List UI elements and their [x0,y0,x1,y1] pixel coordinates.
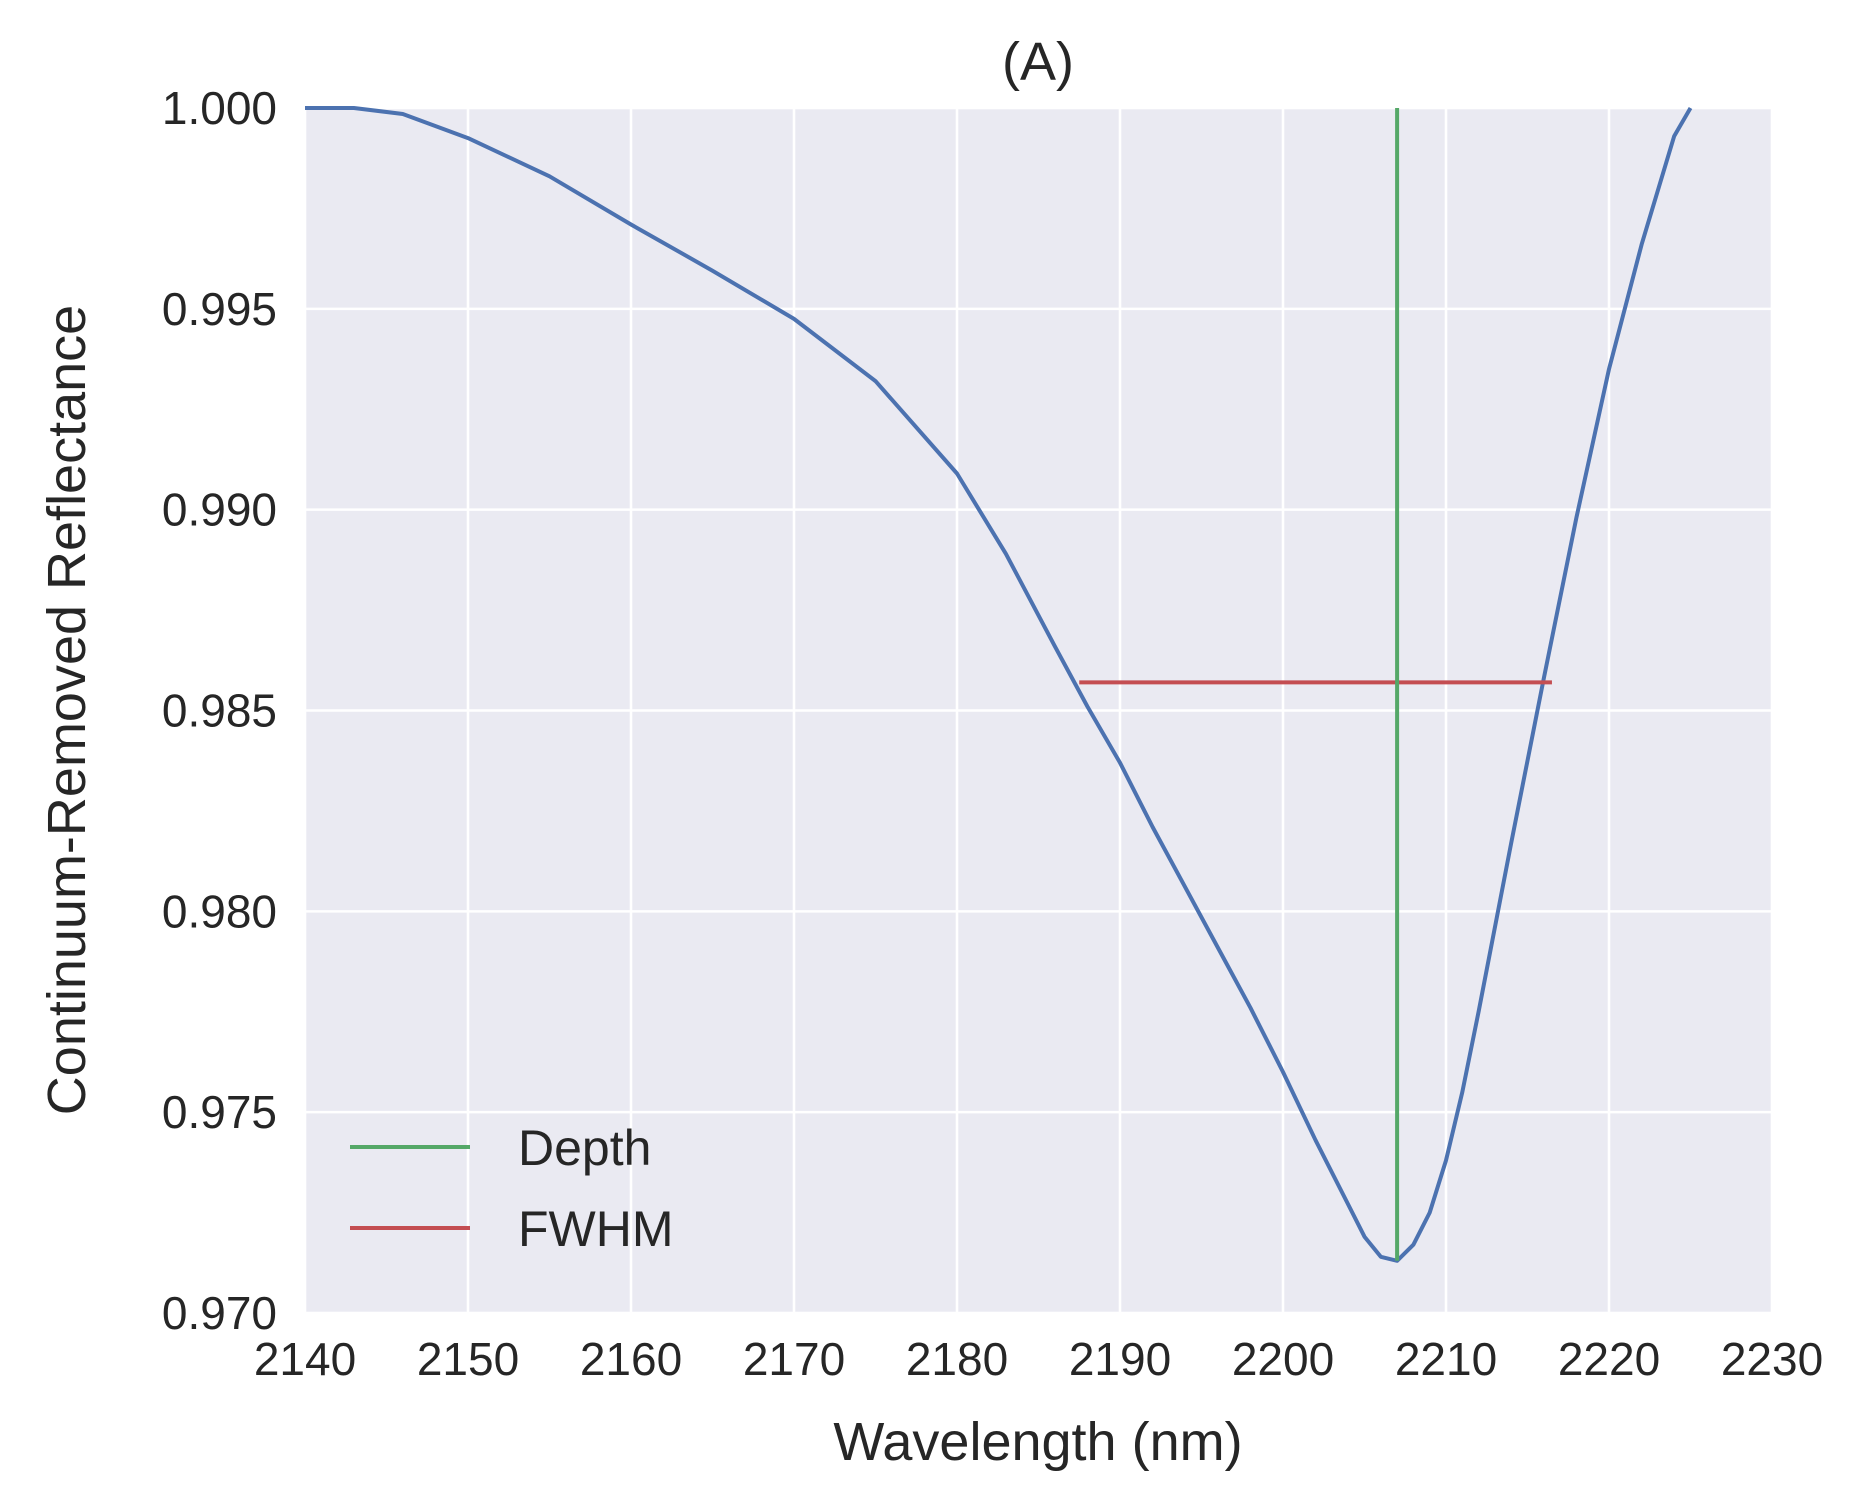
y-tick-label: 0.985 [162,685,277,737]
y-tick-label: 1.000 [162,82,277,134]
y-tick-label: 0.970 [162,1287,277,1339]
y-tick-label: 0.980 [162,885,277,937]
x-tick-label: 2170 [743,1333,845,1385]
grid [303,106,1774,1315]
legend-fwhm-label: FWHM [518,1201,674,1257]
y-tick-label: 0.975 [162,1086,277,1138]
legend: Depth FWHM [350,1120,674,1257]
x-tick-label: 2220 [1558,1333,1660,1385]
x-axis-ticks: 2140 2150 2160 2170 2180 2190 2200 2210 2220 2230 [254,1333,1823,1385]
x-tick-label: 2200 [1232,1333,1334,1385]
x-tick-label: 2160 [580,1333,682,1385]
x-tick-label: 2180 [906,1333,1008,1385]
x-tick-label: 2150 [417,1333,519,1385]
legend-depth-label: Depth [518,1120,651,1176]
plot-lines [305,106,1693,1263]
x-tick-label: 2210 [1395,1333,1497,1385]
x-tick-label: 2230 [1721,1333,1823,1385]
y-axis-label: Continuum-Removed Reflectance [37,305,97,1115]
x-tick-label: 2190 [1069,1333,1171,1385]
x-axis-label: Wavelength (nm) [833,1412,1242,1472]
chart-title: (A) [1002,32,1074,92]
y-axis-ticks: 1.000 0.995 0.990 0.985 0.980 0.975 0.970 [162,82,277,1339]
x-tick-label: 2140 [254,1333,356,1385]
reflectance-curve [305,106,1693,1263]
y-tick-label: 0.990 [162,484,277,536]
y-tick-label: 0.995 [162,283,277,335]
